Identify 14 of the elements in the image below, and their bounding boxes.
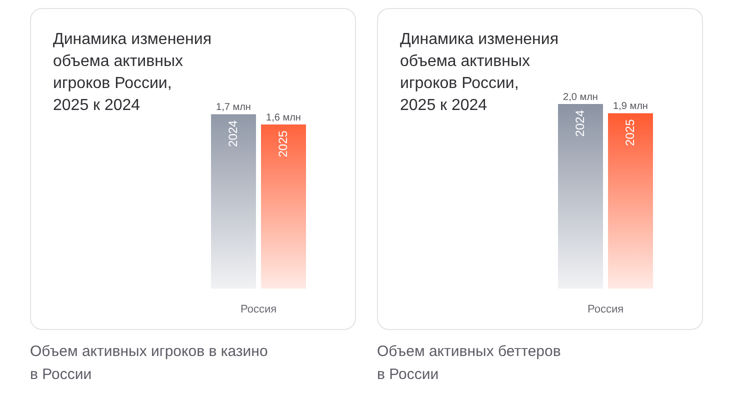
series-label: 2024 (226, 120, 240, 147)
x-tick-label: Россия (587, 303, 624, 316)
text: Объем активных беттеров в России (377, 342, 562, 385)
data-label: 1,9 млн (613, 100, 648, 112)
data-label: 1,7 млн (216, 102, 251, 114)
chart-title: Динамика изменения объема активных игроков России, 2025 к 2024 (53, 30, 212, 116)
chart-title: Динамика изменения объема активных игроков России, 2025 к 2024 (400, 30, 558, 116)
series-label: 2025 (622, 118, 637, 146)
data-label: 1,6 млн (266, 112, 301, 124)
text: Объем активных игроков в казино в России (30, 342, 269, 385)
x-tick-label: Россия (240, 303, 277, 316)
data-label: 2,0 млн (563, 92, 598, 103)
series-label: 2024 (572, 110, 587, 137)
series-label: 2025 (276, 130, 290, 158)
